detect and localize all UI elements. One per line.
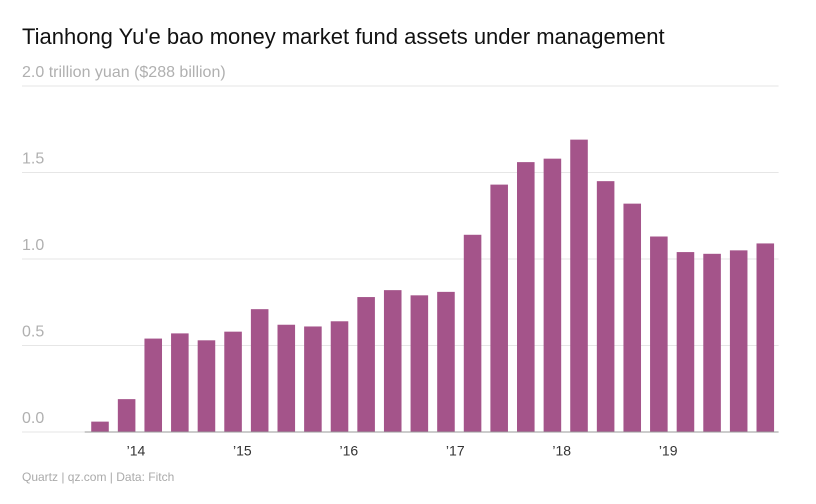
bar	[117, 399, 136, 432]
bar	[517, 162, 535, 432]
x-tick-label: ’18	[552, 443, 571, 459]
y-tick-label: 1.5	[22, 151, 44, 168]
source: Quartz | qz.com | Data: Fitch	[22, 470, 174, 484]
x-tick-label: ’16	[339, 443, 358, 459]
bar	[729, 250, 748, 432]
bar	[383, 290, 402, 432]
bar	[277, 324, 296, 432]
bar	[650, 236, 668, 432]
x-tick-label: ’14	[127, 443, 146, 459]
bar	[463, 234, 482, 432]
bar	[756, 243, 775, 432]
x-tick-label: ’19	[659, 443, 678, 459]
y-tick-label: 1.0	[22, 237, 44, 254]
bar	[437, 291, 455, 432]
bar	[91, 421, 109, 432]
bar	[250, 309, 269, 432]
bar	[623, 203, 642, 432]
bar	[676, 252, 695, 432]
y-tick-label: 0.5	[22, 324, 44, 341]
bar	[224, 331, 242, 432]
bar	[171, 333, 189, 432]
bar	[703, 253, 721, 432]
bar	[490, 184, 508, 432]
bar	[543, 158, 562, 432]
x-tick-label: ’17	[446, 443, 465, 459]
y-tick-label: 0.0	[22, 410, 44, 427]
x-tick-label: ’15	[233, 443, 252, 459]
bar	[570, 139, 588, 432]
bar	[304, 326, 322, 432]
chart-title: Tianhong Yu'e bao money market fund asse…	[22, 24, 665, 49]
bar	[357, 297, 375, 432]
bar	[197, 340, 216, 432]
bar	[144, 338, 163, 432]
bar	[596, 181, 615, 432]
bar	[410, 295, 429, 432]
bar	[330, 321, 349, 432]
y-tick-label: 2.0 trillion yuan ($288 billion)	[22, 64, 226, 81]
